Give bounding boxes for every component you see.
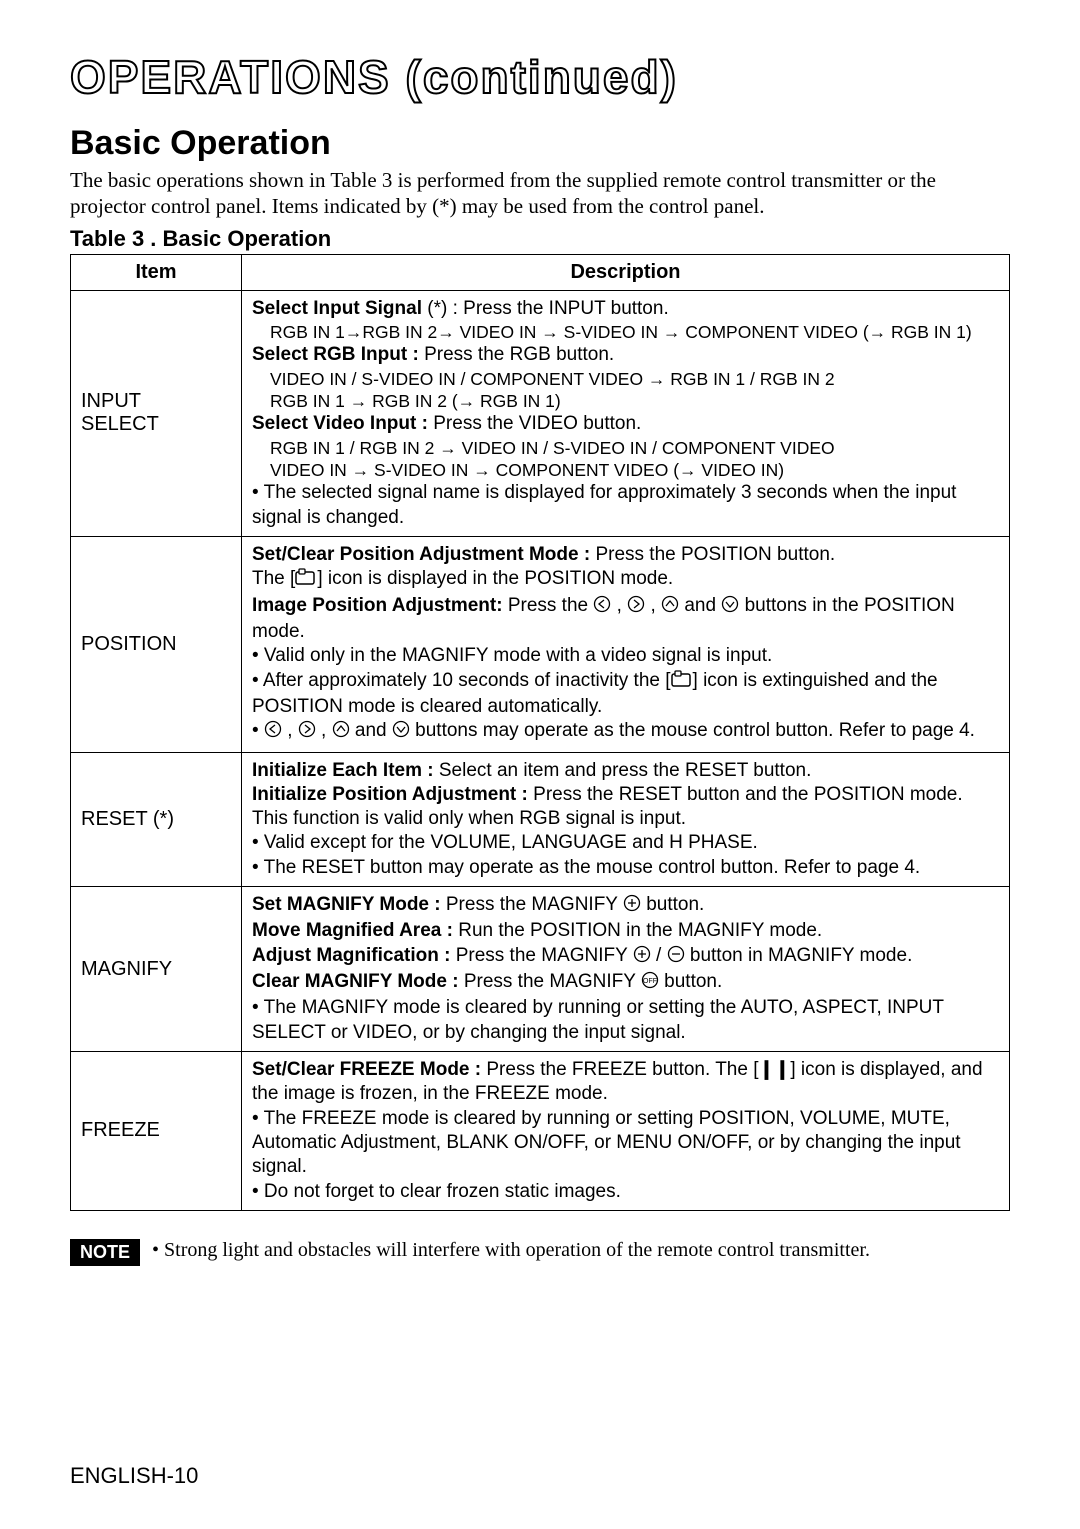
section-heading: Basic Operation xyxy=(70,124,1010,163)
intro-paragraph: The basic operations shown in Table 3 is… xyxy=(70,167,1010,220)
pause-icon: ❙❙ xyxy=(759,1059,791,1080)
table-title: Table 3 . Basic Operation xyxy=(70,226,1010,252)
basic-operation-table: Item Description INPUTSELECTSelect Input… xyxy=(70,254,1010,1211)
table-row: RESET (*)Initialize Each Item : Select a… xyxy=(71,752,1010,887)
right-arrow-icon xyxy=(627,595,645,620)
description-cell: Set/Clear Position Adjustment Mode : Pre… xyxy=(242,537,1010,753)
table-row: INPUTSELECTSelect Input Signal (*) : Pre… xyxy=(71,290,1010,537)
item-cell: POSITION xyxy=(71,537,242,753)
plus-circle-icon xyxy=(623,894,641,919)
up-arrow-icon xyxy=(661,595,679,620)
down-arrow-icon xyxy=(721,595,739,620)
right-arrow-icon xyxy=(298,720,316,745)
down-arrow-icon xyxy=(392,720,410,745)
minus-circle-icon xyxy=(667,945,685,970)
item-cell: RESET (*) xyxy=(71,752,242,887)
table-header-item: Item xyxy=(71,254,242,290)
note-badge: NOTE xyxy=(70,1239,140,1266)
position-box-icon xyxy=(295,568,317,593)
description-cell: Set/Clear FREEZE Mode : Press the FREEZE… xyxy=(242,1051,1010,1210)
table-header-description: Description xyxy=(242,254,1010,290)
item-cell: MAGNIFY xyxy=(71,887,242,1052)
left-arrow-icon xyxy=(593,595,611,620)
plus-circle-icon xyxy=(633,945,651,970)
table-row: FREEZESet/Clear FREEZE Mode : Press the … xyxy=(71,1051,1010,1210)
description-cell: Set MAGNIFY Mode : Press the MAGNIFY but… xyxy=(242,887,1010,1052)
table-row: MAGNIFYSet MAGNIFY Mode : Press the MAGN… xyxy=(71,887,1010,1052)
page-main-heading: OPERATIONS (continued) xyxy=(70,50,1010,104)
left-arrow-icon xyxy=(264,720,282,745)
off-circle-icon xyxy=(641,971,659,996)
position-box-icon xyxy=(671,670,693,695)
manual-page: OPERATIONS (continued) Basic Operation T… xyxy=(0,0,1080,1529)
up-arrow-icon xyxy=(332,720,350,745)
page-footer: ENGLISH-10 xyxy=(70,1463,198,1489)
description-cell: Select Input Signal (*) : Press the INPU… xyxy=(242,290,1010,537)
note-row: NOTE • Strong light and obstacles will i… xyxy=(70,1239,1010,1266)
item-cell: INPUTSELECT xyxy=(71,290,242,537)
item-cell: FREEZE xyxy=(71,1051,242,1210)
description-cell: Initialize Each Item : Select an item an… xyxy=(242,752,1010,887)
note-text: • Strong light and obstacles will interf… xyxy=(152,1239,870,1262)
table-row: POSITIONSet/Clear Position Adjustment Mo… xyxy=(71,537,1010,753)
